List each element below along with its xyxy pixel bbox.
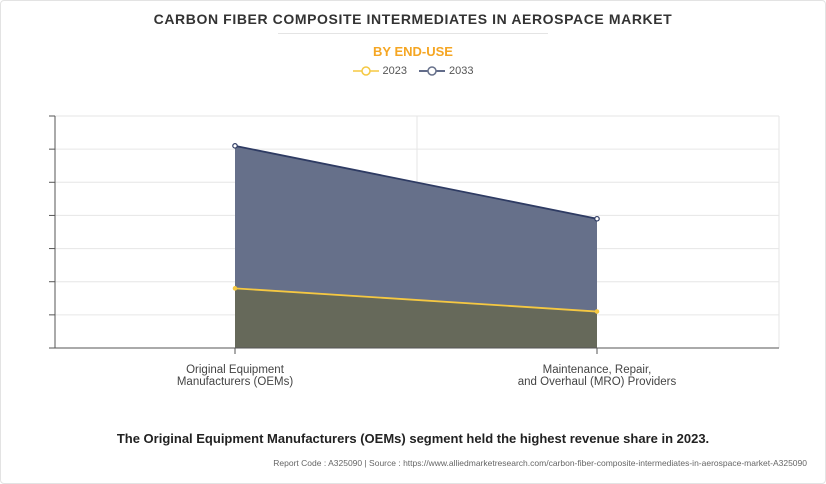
chart-summary: The Original Equipment Manufacturers (OE… bbox=[116, 431, 710, 446]
x-tick-label: and Overhaul (MRO) Providers bbox=[518, 376, 677, 388]
x-tick-label: Original Equipment bbox=[186, 364, 285, 376]
title-divider bbox=[278, 33, 548, 34]
x-tick-label: Manufacturers (OEMs) bbox=[177, 376, 293, 388]
chart-title: CARBON FIBER COMPOSITE INTERMEDIATES IN … bbox=[153, 11, 673, 27]
line-2023 bbox=[234, 287, 598, 313]
legend-label-2023: 2023 bbox=[382, 65, 407, 77]
point-2023 bbox=[232, 286, 238, 291]
chart-subtitle: BY END-USE bbox=[373, 44, 453, 59]
chart-legend: 2023 2033 bbox=[0, 65, 826, 77]
x-tick-label: Maintenance, Repair, bbox=[543, 364, 652, 376]
legend-item-2023[interactable]: 2023 bbox=[352, 65, 407, 77]
point-2033 bbox=[594, 215, 600, 222]
legend-label-2033: 2033 bbox=[449, 65, 474, 77]
source-note: Report Code : A325090 | Source : https:/… bbox=[273, 458, 807, 468]
point-2023 bbox=[594, 309, 600, 314]
legend-marker-2033 bbox=[419, 66, 445, 76]
legend-marker-2023 bbox=[352, 66, 379, 76]
point-2033 bbox=[232, 143, 238, 149]
area-2023 bbox=[235, 288, 597, 348]
legend-item-2033[interactable]: 2033 bbox=[419, 65, 473, 77]
line-2033 bbox=[234, 144, 598, 220]
